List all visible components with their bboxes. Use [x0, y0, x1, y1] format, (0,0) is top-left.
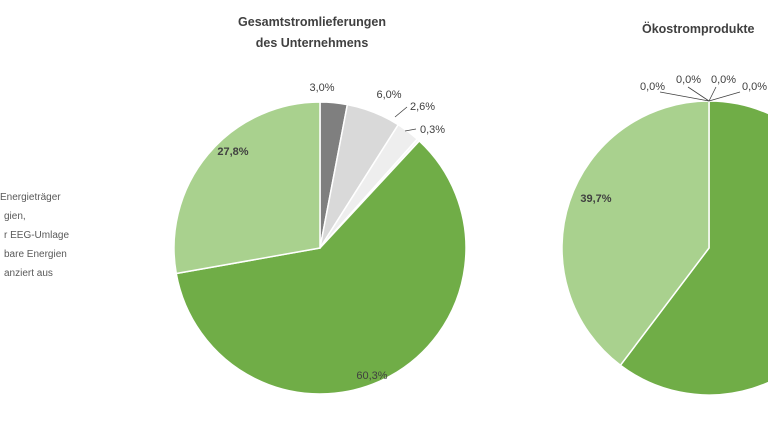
legend-entry: gien, [4, 211, 26, 222]
data-label: 0,0% [676, 74, 701, 86]
data-label: 0,0% [711, 74, 736, 86]
pie-slice [173, 101, 321, 275]
data-label: 0,0% [742, 81, 767, 93]
data-label: 0,0% [640, 81, 665, 93]
leader-line [687, 86, 710, 102]
data-label: 60,3% [356, 370, 387, 382]
pie-slice [619, 100, 768, 396]
leader-line [659, 91, 710, 102]
pie-labels: 0,0% 0,0% 0,0% 0,0% 39,7% [580, 74, 767, 205]
legend: Energieträger gien, r EEG-Umlage bare En… [0, 192, 69, 279]
pie-slices [561, 100, 768, 396]
chart-title-line: Gesamtstromlieferungen [238, 15, 386, 29]
pie-chart-green: Ökostromprodukte 0,0% 0,0% 0,0% 0,0% 39,7% [561, 21, 768, 396]
leader-line [394, 106, 408, 118]
leader-line [404, 128, 417, 132]
data-label: 3,0% [309, 82, 334, 94]
pie-labels: 3,0% 6,0% 2,6% 0,3% 60,3% 27,8% [217, 82, 445, 382]
data-label: 39,7% [580, 193, 611, 205]
data-label: 27,8% [217, 146, 248, 158]
data-label: 0,3% [420, 124, 445, 136]
leader-line [708, 91, 741, 102]
legend-entry: Energieträger [0, 192, 61, 203]
data-label: 6,0% [376, 89, 401, 101]
pie-slice [175, 139, 467, 395]
pie-chart-total: Gesamtstromlieferungen des Unternehmens … [173, 15, 467, 395]
chart-title-line: des Unternehmens [256, 36, 369, 50]
chart-title-line: Ökostromprodukte [642, 21, 755, 36]
legend-entry: anziert aus [4, 268, 53, 279]
data-label: 2,6% [410, 101, 435, 113]
pie-slice [561, 100, 710, 367]
legend-entry: bare Energien [4, 249, 67, 260]
legend-entry: r EEG-Umlage [4, 230, 69, 241]
pie-slices [173, 101, 467, 395]
leader-line [708, 86, 717, 102]
